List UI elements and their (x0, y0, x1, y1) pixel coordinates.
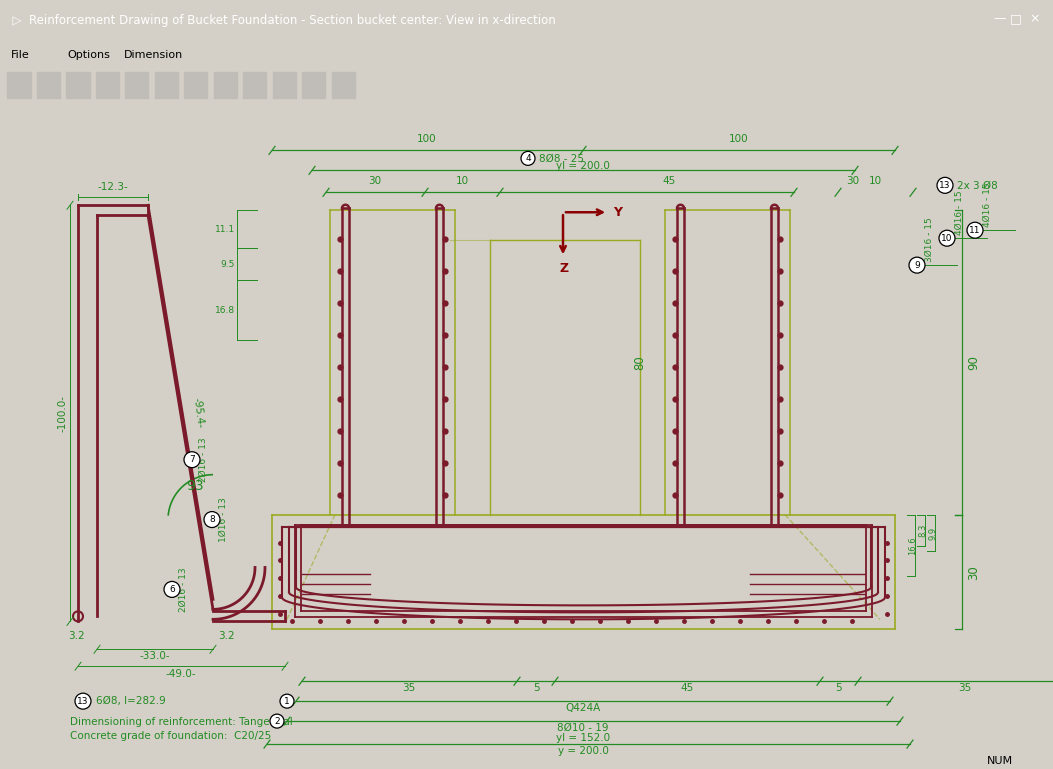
Circle shape (280, 694, 294, 708)
Text: 4: 4 (525, 154, 531, 163)
Text: 10: 10 (941, 234, 953, 243)
Bar (155, 72, 178, 98)
Circle shape (937, 178, 953, 193)
Text: 6Ø8, l=282.9: 6Ø8, l=282.9 (96, 696, 165, 706)
Text: 5: 5 (836, 683, 842, 693)
Text: Z: Z (559, 261, 569, 275)
Text: -33.0-: -33.0- (140, 651, 171, 661)
Text: 90: 90 (967, 355, 980, 371)
Text: 1: 1 (284, 697, 290, 706)
Circle shape (75, 693, 91, 709)
Circle shape (184, 451, 200, 468)
Text: 8: 8 (210, 515, 215, 524)
Text: 80: 80 (633, 355, 645, 371)
Text: ▷  Reinforcement Drawing of Bucket Foundation - Section bucket center: View in x: ▷ Reinforcement Drawing of Bucket Founda… (5, 15, 556, 27)
Text: 10: 10 (869, 176, 881, 186)
Bar (332, 72, 355, 98)
Text: yl = 200.0: yl = 200.0 (556, 161, 610, 171)
Text: 35: 35 (402, 683, 416, 693)
Text: 30: 30 (369, 176, 381, 186)
Text: 100: 100 (729, 135, 749, 145)
Bar (184, 72, 207, 98)
Text: File: File (11, 50, 29, 60)
Bar (66, 72, 90, 98)
Text: Q424A: Q424A (565, 703, 600, 713)
Bar (243, 72, 266, 98)
Text: 100: 100 (417, 135, 437, 145)
Circle shape (967, 222, 984, 238)
Text: 6: 6 (170, 585, 175, 594)
Bar (302, 72, 325, 98)
Text: -49.0-: -49.0- (165, 669, 196, 679)
Text: 11: 11 (969, 226, 980, 235)
Text: Y: Y (613, 206, 622, 218)
Text: y = 200.0: y = 200.0 (557, 746, 609, 756)
Text: 16.8: 16.8 (215, 305, 235, 315)
Text: 13: 13 (77, 697, 88, 706)
Text: 45: 45 (680, 683, 694, 693)
Text: -12.3-: -12.3- (98, 182, 128, 192)
Bar (125, 72, 148, 98)
Text: 45: 45 (662, 176, 676, 186)
Bar (214, 72, 237, 98)
Circle shape (164, 581, 180, 598)
Text: 35: 35 (958, 683, 972, 693)
Text: 9.9: 9.9 (928, 527, 937, 540)
Text: Dimension: Dimension (124, 50, 183, 60)
Text: -95.4-: -95.4- (192, 397, 205, 428)
Text: 2x 3 Ø8: 2x 3 Ø8 (957, 180, 998, 190)
Text: yl = 152.0: yl = 152.0 (556, 733, 610, 743)
Text: 4Ø16 - 15: 4Ø16 - 15 (982, 182, 992, 227)
Text: 2Ø16 - 13: 2Ø16 - 13 (199, 438, 207, 482)
Text: 10: 10 (456, 176, 469, 186)
Text: 8Ø8 - 25: 8Ø8 - 25 (539, 153, 584, 163)
Text: 8Ø10 - 19: 8Ø10 - 19 (557, 723, 609, 733)
Text: 8.3: 8.3 (918, 524, 927, 538)
Text: 16.6: 16.6 (908, 536, 917, 554)
Bar (37, 72, 60, 98)
Text: 30: 30 (847, 176, 859, 186)
Text: 30: 30 (967, 565, 980, 580)
Text: 5: 5 (533, 683, 539, 693)
Bar (7, 72, 31, 98)
Circle shape (909, 257, 925, 273)
Bar (273, 72, 296, 98)
Circle shape (939, 230, 955, 246)
Text: 3Ø16 - 15: 3Ø16 - 15 (925, 218, 934, 262)
Circle shape (270, 714, 284, 728)
Text: 4Ø16 - 15: 4Ø16 - 15 (954, 191, 963, 235)
Text: 11.1: 11.1 (215, 225, 235, 234)
Bar (96, 72, 119, 98)
Text: 3.2: 3.2 (68, 631, 84, 641)
Text: 13: 13 (939, 181, 951, 190)
Text: 9.5: 9.5 (221, 260, 235, 268)
Text: 2Ø16 - 13: 2Ø16 - 13 (179, 567, 187, 611)
Text: 9: 9 (914, 261, 920, 270)
Text: Dimensioning of reinforcement: Tangential
Concrete grade of foundation:  C20/25: Dimensioning of reinforcement: Tangentia… (69, 717, 293, 741)
Text: □: □ (1010, 12, 1022, 25)
Circle shape (204, 511, 220, 528)
Text: Options: Options (67, 50, 111, 60)
Text: 93: 93 (186, 478, 204, 493)
Text: ×: × (1029, 12, 1039, 25)
Text: 2: 2 (274, 717, 280, 726)
Text: -100.0-: -100.0- (58, 395, 68, 432)
Text: —: — (993, 12, 1006, 25)
Text: NUM: NUM (988, 755, 1013, 766)
Text: 7: 7 (190, 455, 195, 464)
Text: 3.2: 3.2 (218, 631, 235, 641)
Circle shape (521, 151, 535, 165)
Text: 1Ø16 - 13: 1Ø16 - 13 (219, 498, 227, 542)
